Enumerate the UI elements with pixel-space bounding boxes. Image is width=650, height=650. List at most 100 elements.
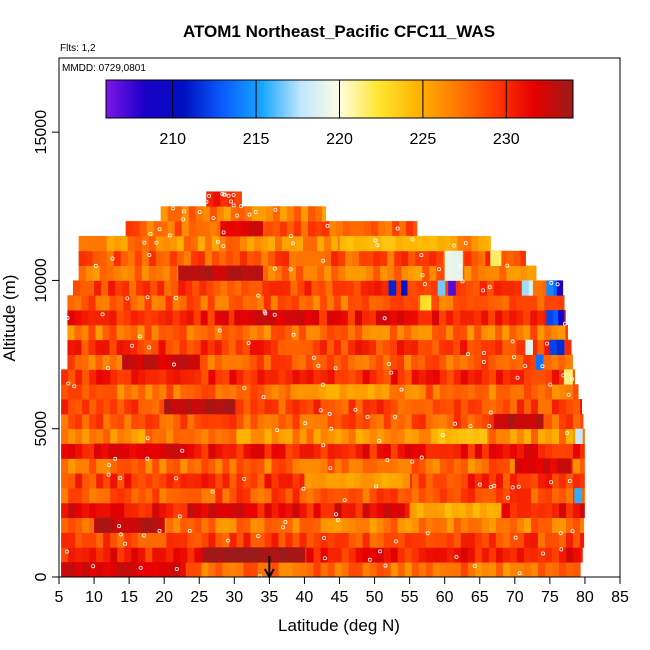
- heatmap-cell: [390, 443, 399, 459]
- heatmap-cell: [530, 428, 539, 444]
- sample-point: [559, 547, 564, 552]
- sample-point: [123, 541, 128, 546]
- heatmap-cell: [180, 517, 188, 533]
- heatmap-cell: [530, 502, 539, 519]
- heatmap-cell: [152, 399, 160, 415]
- heatmap-cell: [397, 369, 406, 385]
- heatmap-cell: [108, 280, 116, 296]
- heatmap-cell: [148, 235, 157, 252]
- heatmap-cell: [313, 413, 322, 430]
- heatmap-cell: [439, 354, 447, 370]
- heatmap-cell: [187, 384, 195, 400]
- heatmap-cell: [580, 488, 585, 504]
- heatmap-cell: [285, 517, 294, 533]
- heatmap-cell: [88, 339, 97, 355]
- heatmap-cell: [171, 354, 179, 370]
- heatmap-cell: [537, 473, 546, 489]
- heatmap-cell: [110, 384, 118, 400]
- sample-point: [154, 240, 159, 245]
- heatmap-cell: [283, 280, 292, 296]
- heatmap-cell: [187, 369, 195, 385]
- heatmap-cell: [467, 399, 476, 415]
- heatmap-cell: [229, 443, 238, 459]
- heatmap-cell: [530, 473, 539, 489]
- heatmap-cell: [116, 339, 125, 355]
- sample-point: [113, 456, 118, 461]
- heatmap-cell: [187, 562, 195, 577]
- heatmap-cell: [313, 488, 322, 504]
- heatmap-cell: [458, 502, 467, 519]
- sample-point: [487, 285, 492, 290]
- sample-point: [513, 535, 518, 540]
- heatmap-cell: [207, 339, 216, 355]
- heatmap-cell: [202, 547, 211, 563]
- heatmap-cell: [249, 339, 258, 355]
- heatmap-cell: [409, 280, 418, 296]
- heatmap-cell: [262, 280, 270, 296]
- x-tick-label: 40: [296, 589, 314, 606]
- heatmap-cell: [103, 428, 111, 444]
- heatmap-cell: [381, 384, 390, 400]
- heatmap-cell: [150, 280, 158, 296]
- heatmap-cell: [320, 547, 329, 563]
- heatmap-cell: [258, 206, 267, 222]
- heatmap-cell: [500, 413, 509, 430]
- heatmap-cell: [397, 488, 406, 504]
- heatmap-cell: [488, 324, 496, 341]
- heatmap-cell: [502, 399, 511, 415]
- heatmap-cell: [220, 191, 228, 207]
- heatmap-cell: [208, 384, 216, 400]
- heatmap-cell: [82, 562, 90, 577]
- heatmap-cell: [474, 399, 483, 415]
- heatmap-cell: [535, 354, 544, 370]
- heatmap-cell: [222, 473, 231, 489]
- heatmap-cell: [166, 428, 174, 444]
- sample-point: [463, 241, 468, 246]
- heatmap-cell: [82, 502, 90, 519]
- sample-point: [540, 364, 545, 369]
- x-tick-label: 85: [611, 589, 629, 606]
- heatmap-cell: [432, 562, 441, 577]
- heatmap-cell: [242, 324, 251, 341]
- heatmap-cell: [216, 547, 225, 563]
- heatmap-cell: [355, 458, 364, 474]
- heatmap-cell: [551, 384, 560, 400]
- heatmap-cell: [390, 428, 399, 444]
- heatmap-cell: [299, 458, 308, 474]
- heatmap-cell: [509, 310, 517, 326]
- heatmap-cell: [297, 310, 306, 326]
- heatmap-cell: [87, 280, 95, 296]
- heatmap-cell: [124, 458, 132, 474]
- heatmap-cell: [566, 399, 574, 415]
- heatmap-cell: [152, 413, 160, 430]
- sample-point: [288, 233, 293, 238]
- heatmap-cell: [194, 413, 202, 430]
- heatmap-cell: [485, 235, 491, 252]
- heatmap-cell: [404, 369, 413, 385]
- heatmap-cell: [333, 339, 342, 355]
- sample-point: [106, 472, 111, 477]
- heatmap-cell: [213, 191, 221, 207]
- heatmap-cell: [193, 310, 202, 326]
- heatmap-cell: [528, 280, 533, 296]
- heatmap-cell: [75, 562, 83, 577]
- heatmap-cell: [166, 502, 174, 519]
- heatmap-cell: [467, 354, 475, 370]
- heatmap-cell: [292, 369, 301, 385]
- heatmap-cell: [89, 413, 97, 430]
- heatmap-cell: [173, 502, 181, 519]
- heatmap-cell: [180, 413, 188, 430]
- heatmap-cell: [429, 265, 437, 281]
- heatmap-cell: [249, 324, 258, 341]
- heatmap-cell: [523, 488, 532, 504]
- heatmap-cell: [528, 413, 537, 430]
- heatmap-cell: [180, 532, 188, 548]
- heatmap-cell: [152, 488, 160, 504]
- heatmap-cell: [500, 280, 509, 296]
- heatmap-cell: [516, 473, 525, 489]
- heatmap-cell: [178, 354, 186, 370]
- heatmap-cell: [89, 369, 97, 385]
- heatmap-cell: [270, 295, 279, 311]
- sample-point: [238, 204, 243, 209]
- colorbar-ticks: 210 215 220 225 230: [159, 80, 520, 148]
